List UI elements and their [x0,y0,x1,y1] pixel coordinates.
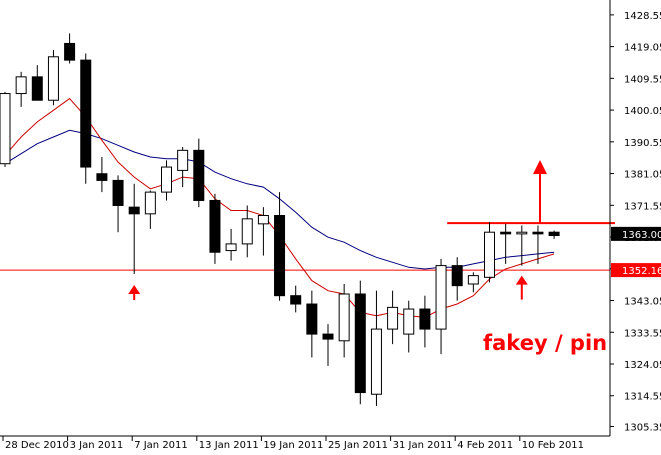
candle-body [354,293,366,394]
candle-body [467,275,479,285]
candle-body [370,328,382,395]
candle-body [435,265,447,330]
candle-body [274,214,286,297]
x-tick-label: 3 Jan 2011 [70,440,124,451]
candle-body [257,214,269,225]
y-tick-label: 1409.55 [624,74,661,85]
candle-body [290,295,302,305]
candle-body [15,76,27,95]
x-axis-ticks: 28 Dec 2010 3 Jan 2011 7 Jan 2011 13 Jan 20… [2,436,584,451]
candle-body [144,191,156,215]
candle-body [387,306,399,330]
y-axis-ticks: 1428.55 1419.05 1409.55 1400.05 1390.55 1381.… [610,11,661,433]
candle-body [532,231,544,235]
y-tick-label: 1390.55 [624,138,661,149]
candle-body [112,179,124,206]
candle-body [241,218,253,245]
candle-body [128,206,140,215]
candle-body [193,149,205,201]
y-tick-label: 1419.05 [624,43,661,54]
fakey-pin-annotation: fakey / pin [483,331,607,355]
x-tick-label: 28 Dec 2010 [5,440,69,451]
x-tick-label: 7 Jan 2011 [134,440,188,451]
candle-body [451,265,463,287]
candle-body [209,199,221,253]
breakout-arrow-head [533,160,547,174]
candle-body [322,333,334,340]
y-tick-label: 1371.55 [624,201,661,212]
y-tick-label: 1343.05 [624,297,661,308]
horizontal-lines [0,222,615,271]
candle-body [64,42,76,61]
candle-body [225,243,237,252]
current-price-box [611,226,661,241]
y-tick-label: 1381.05 [624,170,661,181]
candles [0,33,560,406]
support-price-box [611,263,661,278]
candle-body [306,303,318,335]
candle-body [177,149,189,171]
candle-body [31,76,43,101]
pin-bar-arrow-right-head [515,275,528,285]
plot-area [0,0,610,436]
candle-body [516,231,528,235]
candle-body [484,231,495,278]
candle-body [419,308,431,330]
x-tick-label: 4 Feb 2011 [457,440,513,451]
candle-body [548,231,560,237]
candle-body [0,93,11,165]
current-price-label: 1363.00 [622,230,661,241]
y-tick-label: 1314.55 [624,392,661,403]
candle-body [161,166,172,193]
candle-body [80,59,92,168]
y-tick-label: 1305.35 [624,422,661,433]
y-tick-label: 1333.55 [624,328,661,339]
annotation-arrows [128,160,547,300]
x-tick-label: 31 Jan 2011 [393,440,453,451]
support-price-label: 1352.16 [622,266,661,277]
candle-body [500,231,512,235]
price-labels: 1363.00 1352.16 [611,226,661,278]
candle-body [96,173,108,181]
y-tick-label: 1428.55 [624,11,661,22]
y-tick-label: 1400.05 [624,106,661,117]
x-tick-label: 10 Feb 2011 [522,440,584,451]
x-tick-label: 13 Jan 2011 [199,440,259,451]
x-tick-label: 19 Jan 2011 [263,440,323,451]
candle-body [403,308,415,335]
x-tick-label: 25 Jan 2011 [328,440,388,451]
pin-bar-arrow-left-head [128,284,141,294]
y-tick-label: 1324.05 [624,360,661,371]
candle-body [47,56,59,101]
candle-body [338,293,350,342]
